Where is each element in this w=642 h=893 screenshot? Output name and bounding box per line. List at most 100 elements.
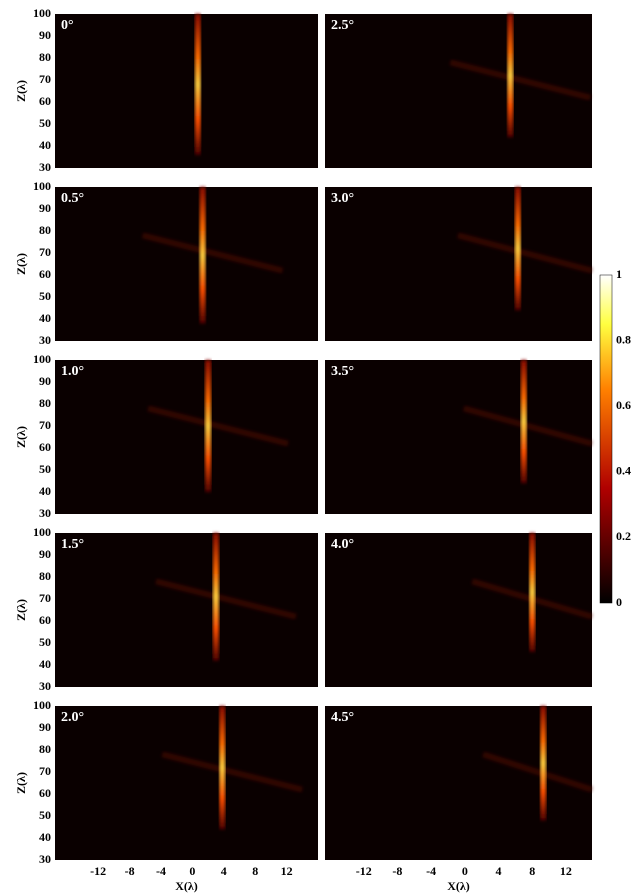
heatmap-panel [325, 533, 592, 687]
beam [529, 533, 536, 652]
beam [194, 14, 201, 155]
y-tick-label: 40 [39, 657, 51, 671]
beam [212, 533, 219, 661]
colorbar-tick-label: 0 [616, 595, 622, 609]
panel-label: 4.5° [331, 710, 354, 725]
y-tick-label: 100 [33, 179, 51, 193]
y-tick-label: 50 [39, 808, 51, 822]
heatmap-panel [325, 187, 592, 341]
y-tick-label: 70 [39, 72, 51, 86]
y-tick-label: 40 [39, 138, 51, 152]
y-tick-label: 90 [39, 720, 51, 734]
x-tick-label: -12 [356, 864, 372, 878]
beam [520, 360, 527, 484]
y-tick-label: 60 [39, 440, 51, 454]
y-tick-label: 40 [39, 311, 51, 325]
y-tick-label: 90 [39, 547, 51, 561]
heatmap-panel [55, 187, 318, 341]
x-tick-label: 12 [281, 864, 293, 878]
side-lobe [482, 751, 593, 793]
x-tick-label: -8 [125, 864, 135, 878]
y-tick-label: 100 [33, 6, 51, 20]
heatmap-panel [325, 706, 592, 860]
colorbar-tick-label: 0.2 [616, 529, 631, 543]
heatmap-panel [325, 14, 592, 168]
y-tick-label: 30 [39, 506, 51, 520]
y-tick-label: 60 [39, 267, 51, 281]
y-tick-label: 80 [39, 50, 51, 64]
y-tick-label: 40 [39, 830, 51, 844]
y-tick-label: 80 [39, 569, 51, 583]
y-tick-label: 80 [39, 742, 51, 756]
y-tick-label: 90 [39, 201, 51, 215]
y-tick-label: 60 [39, 786, 51, 800]
beam [540, 706, 547, 821]
y-tick-label: 80 [39, 223, 51, 237]
x-tick-label: 8 [252, 864, 258, 878]
y-tick-label: 80 [39, 396, 51, 410]
y-axis-label: Z(λ) [14, 426, 28, 448]
x-tick-label: 8 [529, 864, 535, 878]
side-lobe [449, 59, 592, 101]
side-lobe [457, 232, 593, 274]
colorbar-tick-label: 1 [616, 267, 622, 281]
x-axis-label: X(λ) [175, 879, 198, 893]
side-lobe [147, 405, 289, 447]
y-tick-label: 50 [39, 289, 51, 303]
y-tick-label: 90 [39, 28, 51, 42]
side-lobe [161, 751, 303, 793]
y-tick-label: 50 [39, 116, 51, 130]
colorbar-tick-label: 0.6 [616, 398, 631, 412]
side-lobe [462, 405, 593, 447]
panel-label: 4.0° [331, 537, 354, 552]
panel-label: 3.0° [331, 191, 354, 206]
y-axis-label: Z(λ) [14, 772, 28, 794]
x-tick-label: 4 [221, 864, 227, 878]
y-tick-label: 70 [39, 245, 51, 259]
x-tick-label: -4 [426, 864, 436, 878]
side-lobe [155, 578, 297, 620]
y-axis-label: Z(λ) [14, 80, 28, 102]
x-tick-label: 0 [462, 864, 468, 878]
y-tick-label: 70 [39, 418, 51, 432]
panel-label: 2.0° [61, 710, 84, 725]
y-tick-label: 90 [39, 374, 51, 388]
x-tick-label: 12 [560, 864, 572, 878]
y-tick-label: 30 [39, 679, 51, 693]
y-tick-label: 100 [33, 698, 51, 712]
y-tick-label: 30 [39, 160, 51, 174]
y-axis-label: Z(λ) [14, 253, 28, 275]
panel-label: 2.5° [331, 18, 354, 33]
y-tick-label: 30 [39, 852, 51, 866]
beam [219, 706, 226, 830]
x-tick-label: 4 [496, 864, 502, 878]
y-tick-label: 30 [39, 333, 51, 347]
panel-label: 3.5° [331, 364, 354, 379]
y-tick-label: 100 [33, 352, 51, 366]
panel-label: 1.0° [61, 364, 84, 379]
colorbar-tick-label: 0.4 [616, 464, 631, 478]
heatmap-panel [55, 14, 318, 168]
beam [205, 360, 212, 492]
panel-label: 1.5° [61, 537, 84, 552]
y-tick-label: 70 [39, 764, 51, 778]
heatmap-panel [55, 360, 318, 514]
y-tick-label: 50 [39, 462, 51, 476]
y-tick-label: 100 [33, 525, 51, 539]
y-tick-label: 50 [39, 635, 51, 649]
y-axis-label: Z(λ) [14, 599, 28, 621]
x-tick-label: 0 [189, 864, 195, 878]
y-tick-label: 70 [39, 591, 51, 605]
x-tick-label: -4 [156, 864, 166, 878]
colorbar [599, 274, 613, 604]
beam [199, 187, 206, 324]
x-axis-label: X(λ) [447, 879, 470, 893]
y-tick-label: 60 [39, 94, 51, 108]
beam [507, 14, 514, 138]
y-tick-label: 60 [39, 613, 51, 627]
side-lobe [141, 232, 284, 274]
heatmap-panel [325, 360, 592, 514]
x-tick-label: -12 [90, 864, 106, 878]
y-tick-label: 40 [39, 484, 51, 498]
